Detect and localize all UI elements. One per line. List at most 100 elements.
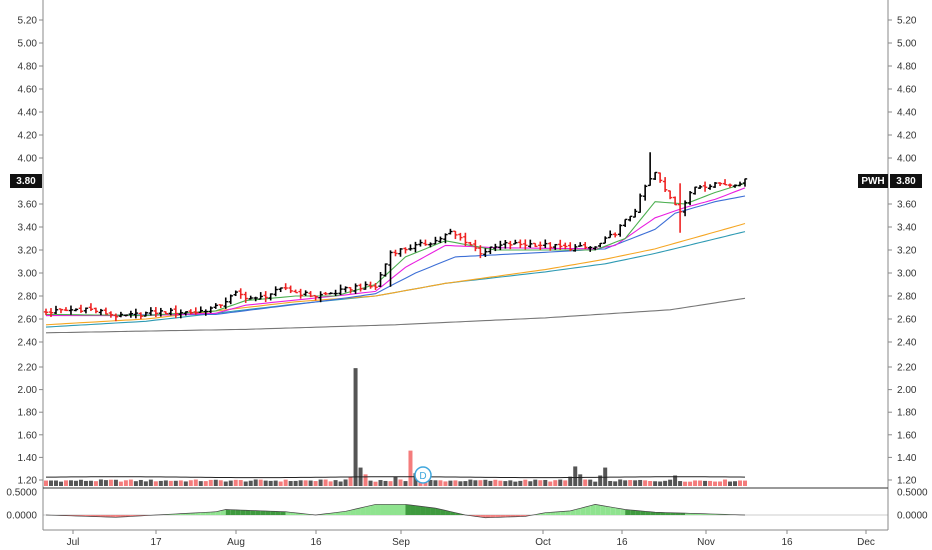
volume-bar [408, 450, 413, 486]
volume-bar [198, 481, 203, 486]
oscillator-tick-left: 0.0000 [6, 511, 37, 522]
price-tick-left: 5.00 [18, 39, 38, 50]
dividend-marker[interactable]: D [414, 466, 432, 484]
oscillator-segment [505, 515, 511, 518]
ohlc-bar [583, 242, 588, 250]
ohlc-bar [68, 305, 74, 315]
volume-bar [323, 479, 328, 486]
ohlc-bar [413, 241, 418, 253]
oscillator-segment [270, 511, 276, 515]
volume-bar [48, 480, 53, 486]
oscillator-segment [605, 506, 611, 515]
volume-bar [238, 480, 243, 486]
oscillator-segment [645, 511, 651, 515]
price-tick-left: 3.20 [18, 246, 38, 257]
ohlc-bar [657, 172, 663, 183]
ohlc-bar [558, 239, 563, 250]
volume-bar [623, 480, 628, 486]
x-tick-label: Nov [697, 537, 715, 548]
volume-bar [103, 480, 108, 486]
right-price-label: 3.80 [896, 176, 916, 187]
ohlc-bar [533, 242, 538, 248]
ohlc-bar [293, 289, 298, 294]
volume-bar [383, 480, 388, 486]
price-tick-left: 4.00 [18, 154, 38, 165]
ohlc-bar [218, 304, 223, 309]
ohlc-bar [578, 242, 583, 247]
ohlc-bar [622, 218, 628, 227]
ohlc-bar [607, 230, 613, 239]
volume-bar [218, 480, 223, 486]
volume-tick-left: 1.80 [18, 408, 38, 419]
ohlc-bar [138, 312, 144, 320]
volume-bar [503, 481, 508, 486]
volume-bar [223, 481, 228, 486]
ohlc-bar [158, 307, 164, 317]
volume-bar [298, 480, 303, 486]
price-tick-left: 2.40 [18, 338, 38, 349]
ohlc-bar [478, 245, 483, 259]
ohlc-bar [143, 311, 149, 317]
volume-bar [438, 480, 443, 486]
volume-bar [708, 480, 713, 486]
volume-bar [73, 480, 78, 486]
volume-bar [393, 476, 398, 486]
ohlc-bar [588, 246, 593, 252]
oscillator-segment [495, 515, 501, 518]
volume-bar [578, 474, 583, 486]
price-tick-left: 4.20 [18, 131, 38, 142]
ohlc-bar [672, 196, 678, 206]
volume-bar [283, 479, 288, 486]
volume-bar [248, 480, 253, 486]
volume-bar [263, 480, 268, 486]
ohlc-bar [453, 230, 458, 240]
oscillator-segment [220, 509, 226, 515]
volume-bar [458, 481, 463, 486]
ohlc-bar [627, 215, 633, 222]
oscillator-segment [340, 511, 346, 515]
right-price-label-box [890, 174, 922, 188]
ohlc-bar [687, 191, 693, 206]
ohlc-bar [717, 182, 723, 187]
ohlc-bar [398, 248, 403, 257]
ohlc-bar [652, 171, 658, 180]
volume-tick-left: 1.60 [18, 430, 38, 441]
ohlc-bar [193, 307, 198, 315]
ohlc-bar [538, 241, 543, 251]
volume-bar [428, 479, 433, 486]
oscillator-segment [575, 508, 581, 515]
oscillator-segment [565, 510, 571, 515]
oscillator-segment [255, 510, 261, 515]
volume-bar [643, 480, 648, 486]
ohlc-bar [508, 240, 513, 250]
oscillator-segment [355, 507, 361, 515]
ohlc-bar [393, 249, 398, 257]
ohlc-bar [208, 306, 213, 313]
ohlc-bar [518, 239, 523, 249]
volume-bar [608, 480, 613, 486]
ohlc-bar [647, 152, 653, 187]
volume-bar [338, 481, 343, 486]
oscillator-segment [635, 510, 641, 515]
volume-bar [683, 481, 688, 486]
ohlc-bar [488, 246, 493, 255]
ohlc-bar [228, 294, 233, 305]
price-tick-left: 3.00 [18, 269, 38, 280]
x-tick-label: Oct [535, 537, 551, 548]
volume-bar [513, 481, 518, 486]
volume-bar [638, 479, 643, 486]
dividend-marker-circle[interactable] [414, 466, 432, 484]
volume-bar [478, 480, 483, 486]
volume-tick-right: 1.40 [897, 453, 917, 464]
oscillator-segment [360, 506, 366, 515]
volume-bar [363, 474, 368, 486]
ohlc-bar [58, 308, 64, 314]
volume-bar [533, 479, 538, 486]
ohlc-bar [423, 239, 428, 246]
price-tick-right: 2.40 [897, 338, 917, 349]
ohlc-bar [373, 283, 378, 290]
ohlc-bar [473, 239, 478, 252]
ohlc-bar [148, 307, 154, 316]
oscillator-segment [615, 507, 621, 515]
volume-bar [228, 480, 233, 486]
